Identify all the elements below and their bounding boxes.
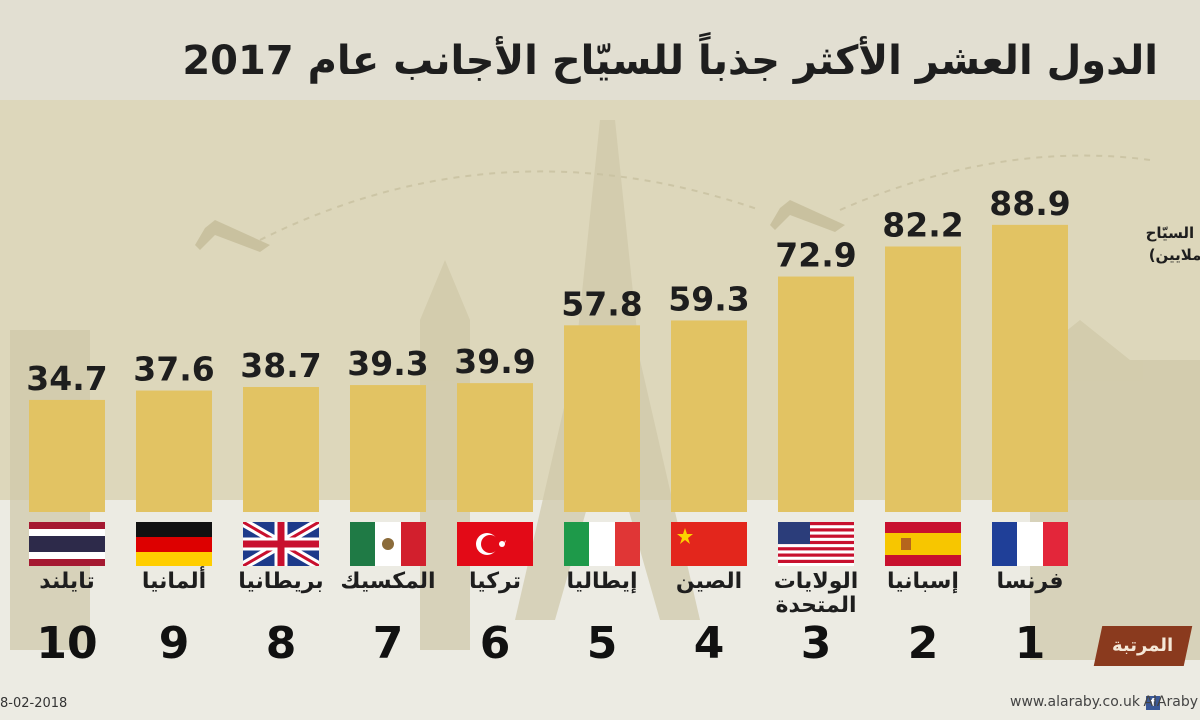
chart-title: الدول العشر الأكثر جذباً للسيّاح الأجانب… xyxy=(182,38,1158,84)
bar-mexico xyxy=(350,385,426,512)
country-name: بريطانيا xyxy=(238,569,324,594)
country-name: ألمانيا xyxy=(141,569,207,594)
turkey-flag-icon xyxy=(457,522,533,566)
country-name: الصين xyxy=(675,569,743,594)
country-name: تركيا xyxy=(469,569,521,594)
bar-italy xyxy=(564,325,640,512)
bar-thailand xyxy=(29,399,105,512)
bar-germany xyxy=(136,390,212,512)
rank-number: 10 xyxy=(36,618,98,669)
y-axis-label-line2: (بالملايين) xyxy=(1148,246,1200,264)
country-name: الولايات المتحدة xyxy=(773,569,859,618)
bar-value-label: 59.3 xyxy=(668,279,749,318)
bar-uk xyxy=(243,386,319,512)
bar-value-label: 38.7 xyxy=(240,346,321,385)
rank-number: 7 xyxy=(372,618,404,669)
rank-number: 5 xyxy=(586,618,618,669)
header-band xyxy=(0,0,1200,100)
bar-france xyxy=(992,224,1068,512)
france-flag-icon xyxy=(992,522,1068,566)
china-flag-icon xyxy=(671,522,747,566)
country-name: إسبانيا xyxy=(887,569,959,594)
rank-number: 2 xyxy=(907,618,939,669)
mexico-flag-icon xyxy=(350,522,426,566)
rank-number: 8 xyxy=(265,618,297,669)
country-name: المكسيك xyxy=(340,569,436,594)
bar-usa xyxy=(778,276,854,512)
usa-flag-icon xyxy=(778,522,854,566)
bar-value-label: 39.3 xyxy=(347,344,428,383)
rank-label-tag: المرتبة xyxy=(1093,626,1193,666)
rank-number: 3 xyxy=(800,618,832,669)
bar-value-label: 82.2 xyxy=(882,205,963,244)
italy-flag-icon xyxy=(564,522,640,566)
rank-number: 9 xyxy=(158,618,190,669)
country-name: فرنسا xyxy=(996,569,1064,594)
bar-value-label: 57.8 xyxy=(561,284,642,323)
bar-value-label: 72.9 xyxy=(775,236,856,275)
country-name: تايلند xyxy=(39,569,95,594)
rank-number: 1 xyxy=(1014,618,1046,669)
y-axis-label-line1: عدد السيّاح xyxy=(1145,224,1200,242)
bar-value-label: 34.7 xyxy=(26,359,107,398)
y-axis-label: عدد السيّاح (بالملايين) xyxy=(1106,222,1200,266)
facebook-icon[interactable]: f xyxy=(1146,696,1160,710)
rank-number: 6 xyxy=(479,618,511,669)
rank-label-text: المرتبة xyxy=(1112,635,1174,656)
bar-value-label: 39.9 xyxy=(454,342,535,381)
rank-number: 4 xyxy=(693,618,725,669)
bar-china xyxy=(671,320,747,512)
spain-flag-icon xyxy=(885,522,961,566)
bar-value-label: 37.6 xyxy=(133,350,214,389)
bar-spain xyxy=(885,246,961,512)
germany-flag-icon xyxy=(136,522,212,566)
country-name: إيطاليا xyxy=(566,569,638,594)
footer-brand[interactable]: AlAraby xyxy=(1143,694,1198,710)
bar-turkey xyxy=(457,383,533,512)
footer-website[interactable]: www.alaraby.co.uk xyxy=(1010,694,1140,710)
publish-date: 8-02-2018 xyxy=(0,696,68,711)
thailand-flag-icon xyxy=(29,522,105,566)
bar-value-label: 88.9 xyxy=(989,184,1070,223)
uk-flag-icon xyxy=(243,522,319,566)
